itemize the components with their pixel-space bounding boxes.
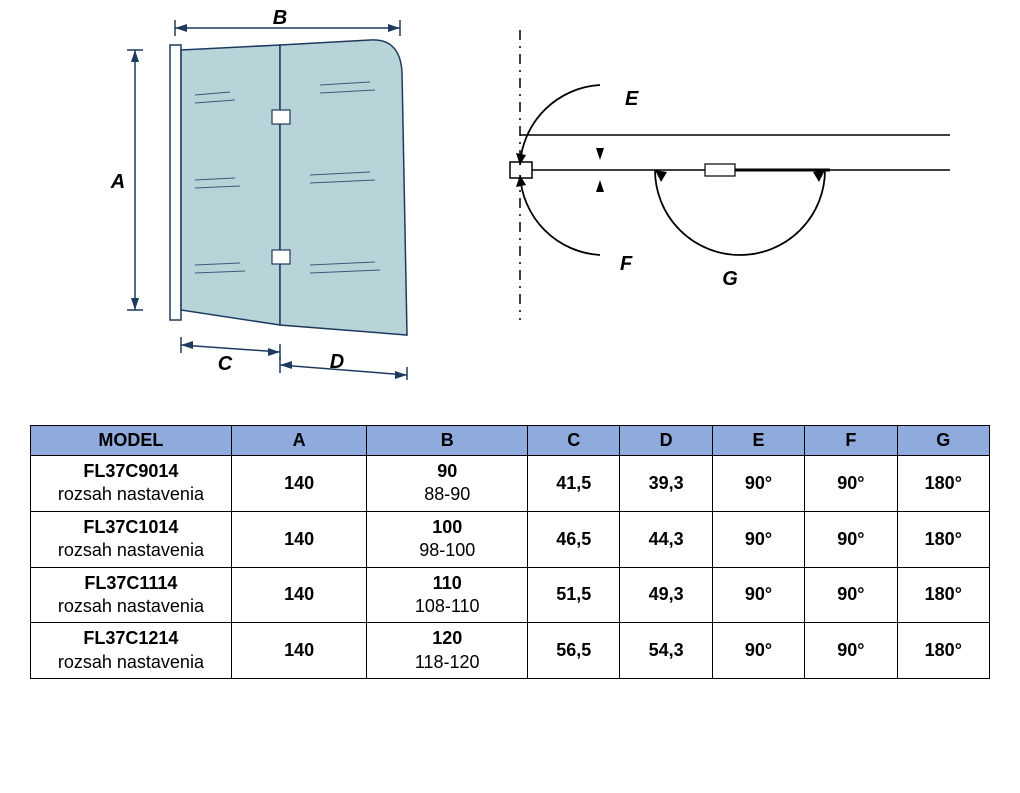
model-code: FL37C1214 bbox=[39, 627, 223, 650]
cell-d: 39,3 bbox=[620, 456, 712, 512]
cell-b: 120 118-120 bbox=[367, 623, 528, 679]
cell-a: 140 bbox=[231, 511, 367, 567]
b-main: 100 bbox=[375, 516, 519, 539]
label-f: F bbox=[620, 253, 633, 275]
model-code: FL37C9014 bbox=[39, 460, 223, 483]
cell-a: 140 bbox=[231, 623, 367, 679]
cell-c: 41,5 bbox=[528, 456, 620, 512]
b-main: 90 bbox=[375, 460, 519, 483]
col-c: C bbox=[528, 426, 620, 456]
cell-c: 51,5 bbox=[528, 567, 620, 623]
diagram-front: B A bbox=[80, 10, 420, 385]
cell-a: 140 bbox=[231, 456, 367, 512]
cell-a: 140 bbox=[231, 567, 367, 623]
cell-model: FL37C9014 rozsah nastavenia bbox=[31, 456, 232, 512]
model-code: FL37C1114 bbox=[39, 572, 223, 595]
label-g: G bbox=[722, 268, 738, 290]
cell-d: 54,3 bbox=[620, 623, 712, 679]
label-e: E bbox=[625, 88, 639, 110]
cell-b: 110 108-110 bbox=[367, 567, 528, 623]
label-d: D bbox=[330, 351, 344, 373]
model-sub: rozsah nastavenia bbox=[39, 595, 223, 618]
b-sub: 98-100 bbox=[375, 539, 519, 562]
model-sub: rozsah nastavenia bbox=[39, 483, 223, 506]
label-b: B bbox=[273, 10, 287, 29]
col-b: B bbox=[367, 426, 528, 456]
b-sub: 88-90 bbox=[375, 483, 519, 506]
cell-g: 180° bbox=[897, 567, 989, 623]
cell-e: 90° bbox=[712, 456, 804, 512]
cell-e: 90° bbox=[712, 511, 804, 567]
cell-d: 44,3 bbox=[620, 511, 712, 567]
spec-table: MODEL A B C D E F G FL37C9014 rozsah nas… bbox=[30, 425, 990, 679]
cell-model: FL37C1014 rozsah nastavenia bbox=[31, 511, 232, 567]
cell-model: FL37C1114 rozsah nastavenia bbox=[31, 567, 232, 623]
cell-f: 90° bbox=[805, 623, 897, 679]
col-f: F bbox=[805, 426, 897, 456]
col-e: E bbox=[712, 426, 804, 456]
table-row: FL37C1114 rozsah nastavenia 140 110 108-… bbox=[31, 567, 990, 623]
cell-model: FL37C1214 rozsah nastavenia bbox=[31, 623, 232, 679]
cell-b: 100 98-100 bbox=[367, 511, 528, 567]
b-main: 120 bbox=[375, 627, 519, 650]
model-sub: rozsah nastavenia bbox=[39, 539, 223, 562]
table-row: FL37C9014 rozsah nastavenia 140 90 88-90… bbox=[31, 456, 990, 512]
diagram-top: E F G bbox=[480, 10, 960, 385]
cell-g: 180° bbox=[897, 623, 989, 679]
table-header-row: MODEL A B C D E F G bbox=[31, 426, 990, 456]
col-g: G bbox=[897, 426, 989, 456]
cell-e: 90° bbox=[712, 623, 804, 679]
diagrams-row: B A bbox=[30, 10, 990, 385]
model-sub: rozsah nastavenia bbox=[39, 651, 223, 674]
cell-c: 56,5 bbox=[528, 623, 620, 679]
cell-f: 90° bbox=[805, 511, 897, 567]
cell-d: 49,3 bbox=[620, 567, 712, 623]
b-sub: 108-110 bbox=[375, 595, 519, 618]
col-a: A bbox=[231, 426, 367, 456]
cell-e: 90° bbox=[712, 567, 804, 623]
cell-c: 46,5 bbox=[528, 511, 620, 567]
cell-f: 90° bbox=[805, 567, 897, 623]
b-main: 110 bbox=[375, 572, 519, 595]
table-row: FL37C1214 rozsah nastavenia 140 120 118-… bbox=[31, 623, 990, 679]
cell-b: 90 88-90 bbox=[367, 456, 528, 512]
cell-g: 180° bbox=[897, 456, 989, 512]
table-row: FL37C1014 rozsah nastavenia 140 100 98-1… bbox=[31, 511, 990, 567]
cell-f: 90° bbox=[805, 456, 897, 512]
b-sub: 118-120 bbox=[375, 651, 519, 674]
cell-g: 180° bbox=[897, 511, 989, 567]
model-code: FL37C1014 bbox=[39, 516, 223, 539]
col-model: MODEL bbox=[31, 426, 232, 456]
label-a: A bbox=[110, 171, 125, 193]
label-c: C bbox=[218, 353, 233, 375]
col-d: D bbox=[620, 426, 712, 456]
